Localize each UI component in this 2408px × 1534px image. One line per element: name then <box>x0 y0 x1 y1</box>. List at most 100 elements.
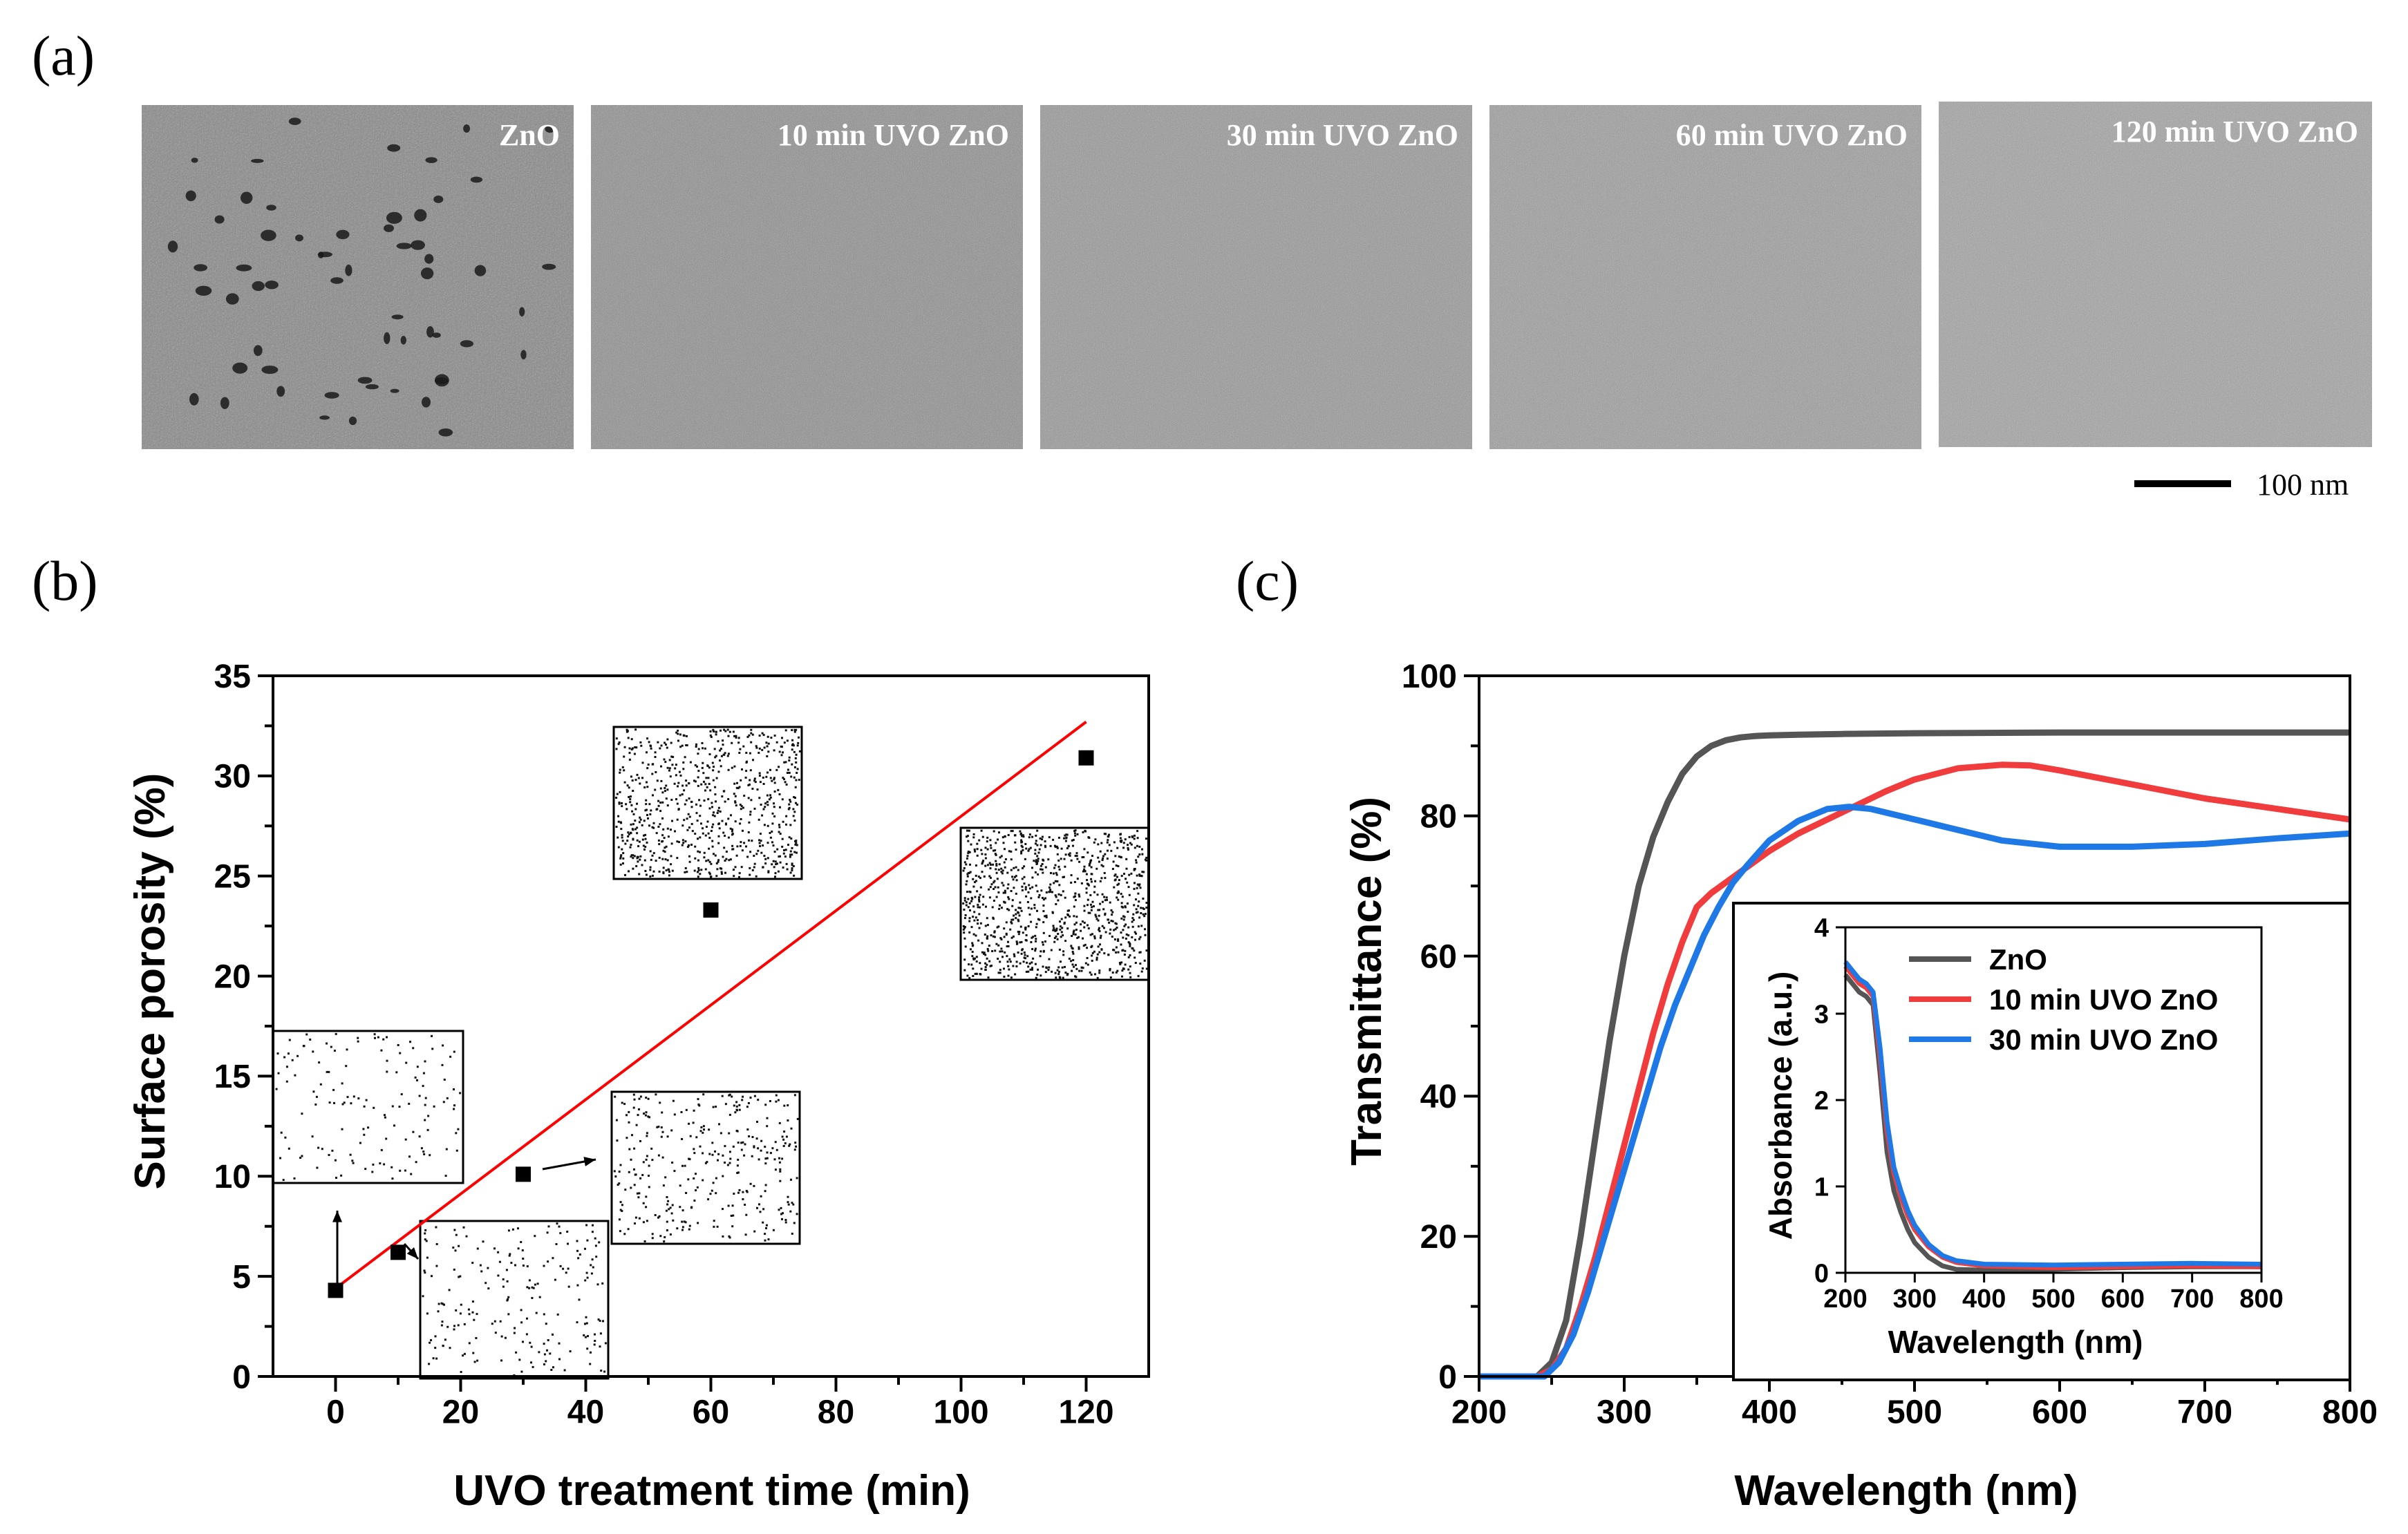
porosity-inset-pixel <box>1133 869 1136 871</box>
porosity-inset-pixel <box>731 1225 734 1228</box>
porosity-inset-pixel <box>619 1201 622 1204</box>
porosity-inset-pixel <box>673 782 676 785</box>
porosity-inset-pixel <box>1133 904 1136 907</box>
porosity-inset-pixel <box>794 843 797 846</box>
porosity-inset-pixel <box>639 741 642 744</box>
porosity-inset-pixel <box>641 824 643 826</box>
porosity-inset-pixel <box>1057 836 1060 839</box>
porosity-inset-pixel <box>1115 951 1118 954</box>
porosity-inset-pixel <box>424 1060 426 1063</box>
porosity-inset-pixel <box>316 1166 319 1169</box>
porosity-inset-pixel <box>654 788 657 791</box>
porosity-inset-pixel <box>664 851 666 853</box>
porosity-inset-pixel <box>1073 881 1076 883</box>
porosity-inset-pixel <box>786 739 789 742</box>
porosity-inset-pixel <box>1016 943 1018 945</box>
porosity-inset-pixel <box>597 1318 600 1321</box>
porosity-inset-pixel <box>506 1280 509 1282</box>
porosity-inset-pixel <box>710 862 713 865</box>
porosity-inset-pixel <box>554 1278 556 1281</box>
porosity-inset-pixel <box>736 845 739 848</box>
porosity-inset-pixel <box>693 779 695 782</box>
porosity-inset-pixel <box>622 857 625 860</box>
panel-label-b: (b) <box>32 549 98 612</box>
porosity-inset-pixel <box>999 960 1001 963</box>
porosity-inset-pixel <box>1115 922 1118 925</box>
porosity-inset-pixel <box>789 1210 792 1213</box>
porosity-inset-pixel <box>714 854 717 857</box>
porosity-inset-pixel <box>1103 872 1106 874</box>
porosity-inset-pixel <box>632 854 634 857</box>
porosity-inset-pixel <box>1138 883 1141 886</box>
porosity-inset-pixel <box>796 844 798 846</box>
porosity-inset-pixel <box>708 837 711 839</box>
porosity-inset-pixel <box>532 1287 535 1289</box>
porosity-inset-pixel <box>988 945 990 947</box>
porosity-inset-pixel <box>785 815 788 817</box>
porosity-inset-pixel <box>1015 917 1017 920</box>
porosity-inset-pixel <box>585 1316 587 1318</box>
porosity-inset-pixel <box>431 1048 434 1050</box>
porosity-inset-pixel <box>415 1161 417 1164</box>
porosity-inset-pixel <box>666 1229 668 1231</box>
porosity-inset-pixel <box>620 854 623 857</box>
porosity-inset-pixel <box>1138 884 1140 887</box>
porosity-inset-pixel <box>705 777 708 779</box>
porosity-inset-pixel <box>459 1092 462 1095</box>
porosity-inset-pixel <box>1040 868 1042 871</box>
porosity-inset-pixel <box>708 1153 711 1155</box>
porosity-inset-pixel <box>468 1313 471 1316</box>
porosity-inset-pixel <box>762 1221 764 1224</box>
porosity-inset-pixel <box>525 1333 528 1336</box>
porosity-inset-pixel <box>771 779 773 782</box>
porosity-inset-pixel <box>734 866 737 869</box>
porosity-inset-pixel <box>735 735 737 737</box>
porosity-inset-pixel <box>976 842 979 845</box>
porosity-inset-pixel <box>1010 976 1013 979</box>
porosity-inset-pixel <box>631 810 634 813</box>
porosity-inset-pixel <box>1021 889 1024 891</box>
porosity-inset-pixel <box>999 937 1002 940</box>
absorbance-x-tick-label: 600 <box>2101 1285 2145 1314</box>
porosity-inset-pixel <box>1145 837 1147 840</box>
porosity-inset-pixel <box>1028 833 1031 836</box>
porosity-inset-pixel <box>604 1342 607 1345</box>
porosity-inset-pixel <box>711 802 713 804</box>
porosity-inset-pixel <box>563 1369 566 1372</box>
porosity-inset-pixel <box>622 862 624 864</box>
porosity-inset-pixel <box>682 734 685 737</box>
porosity-inset-pixel <box>1014 973 1017 976</box>
porosity-inset-pixel <box>1031 876 1034 879</box>
sem-pore <box>253 345 263 357</box>
porosity-inset-pixel <box>628 1110 630 1113</box>
porosity-inset-pixel <box>1004 835 1006 837</box>
porosity-inset-pixel <box>973 849 976 851</box>
porosity-inset-pixel <box>715 1106 717 1108</box>
porosity-inset-pixel <box>636 1192 639 1195</box>
porosity-inset-pixel <box>704 783 707 786</box>
porosity-inset-pixel <box>735 786 738 789</box>
porosity-inset-pixel <box>781 737 783 739</box>
porosity-inset-pixel <box>639 1095 642 1098</box>
porosity-inset-pixel <box>1117 865 1120 867</box>
transmittance-x-tick-label: 200 <box>1451 1394 1507 1431</box>
porosity-inset-pixel <box>779 1170 782 1173</box>
porosity-inset-pixel <box>1111 868 1114 870</box>
porosity-inset-pixel <box>765 1227 767 1229</box>
porosity-inset-pixel <box>730 814 732 817</box>
porosity-inset-pixel <box>630 738 633 741</box>
porosity-inset-pixel <box>782 1145 785 1147</box>
porosity-inset-pixel <box>1080 882 1083 884</box>
sem-pore <box>463 124 471 133</box>
porosity-inset-pixel <box>1131 835 1134 837</box>
porosity-inset-pixel <box>1005 932 1008 935</box>
porosity-inset-pixel <box>1088 864 1091 867</box>
porosity-inset-pixel <box>749 752 751 755</box>
porosity-inset-pixel <box>1024 928 1027 931</box>
porosity-inset-pixel <box>459 1275 462 1278</box>
porosity-inset-pixel <box>351 1159 354 1162</box>
porosity-inset-pixel <box>1017 911 1019 913</box>
porosity-inset-pixel <box>1143 959 1146 962</box>
porosity-inset-pixel <box>679 794 681 797</box>
porosity-inset-pixel <box>657 1154 660 1157</box>
